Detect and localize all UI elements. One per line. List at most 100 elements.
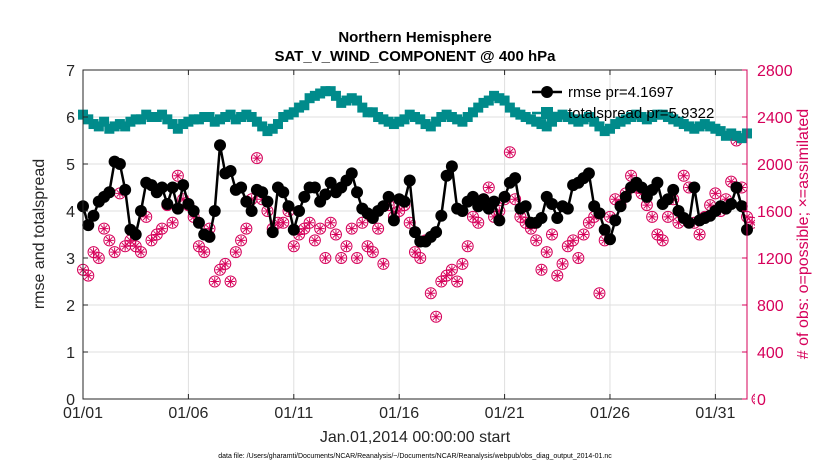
totalspread-point bbox=[141, 109, 152, 120]
rmse-point bbox=[277, 186, 290, 199]
rmse-point bbox=[561, 202, 574, 215]
y-tick-label-right: 2000 bbox=[757, 157, 793, 174]
rmse-point bbox=[187, 205, 200, 217]
totalspread-point bbox=[626, 112, 637, 122]
rmse-point bbox=[398, 195, 411, 208]
rmse-point bbox=[261, 195, 274, 208]
totalspread-point bbox=[673, 116, 684, 127]
totalspread-point bbox=[230, 114, 241, 125]
rmse-point bbox=[688, 181, 701, 194]
obs-point bbox=[345, 222, 358, 235]
obs-point bbox=[171, 169, 184, 182]
obs-point bbox=[656, 234, 669, 247]
rmse-point bbox=[635, 181, 648, 194]
obs-point bbox=[340, 240, 353, 253]
totalspread-point bbox=[93, 121, 104, 132]
y-tick-label-left: 2 bbox=[66, 298, 75, 315]
totalspread-point bbox=[415, 114, 426, 125]
rmse-point bbox=[82, 219, 95, 232]
obs-point bbox=[445, 263, 458, 276]
totalspread-point bbox=[209, 116, 220, 127]
rmse-point bbox=[603, 233, 616, 246]
y-axis-label-right: # of obs: o=possible; ×=assimilated bbox=[795, 109, 812, 359]
totalspread-point bbox=[652, 109, 663, 120]
totalspread-point bbox=[689, 123, 700, 134]
obs-point bbox=[319, 252, 332, 264]
totalspread-point bbox=[457, 116, 468, 127]
totalspread-point bbox=[425, 121, 436, 132]
x-tick-label: 01/31 bbox=[695, 405, 735, 422]
obs-point bbox=[414, 252, 427, 264]
legend-rmse-label: rmse pr=4.1697 bbox=[568, 84, 673, 101]
obs-point bbox=[430, 310, 443, 323]
y-tick-label-right: 400 bbox=[757, 345, 784, 362]
y-tick-label-right: 0 bbox=[757, 392, 766, 409]
rmse-point bbox=[345, 167, 358, 180]
totalspread-point bbox=[272, 119, 283, 130]
totalspread-point bbox=[309, 90, 320, 101]
totalspread-point bbox=[536, 119, 547, 130]
rmse-point bbox=[582, 167, 595, 180]
x-tick-label: 01/16 bbox=[379, 405, 419, 422]
obs-point bbox=[277, 216, 290, 229]
rmse-point bbox=[498, 190, 511, 203]
footnote: data file: /Users/gharamti/Documents/NCA… bbox=[218, 453, 612, 460]
obs-point bbox=[98, 222, 111, 235]
rmse-point bbox=[224, 165, 237, 178]
totalspread-point bbox=[715, 126, 726, 137]
rmse-point bbox=[208, 205, 221, 217]
totalspread-point bbox=[594, 121, 605, 132]
obs-point bbox=[582, 216, 595, 229]
rmse-point bbox=[129, 228, 142, 241]
y-tick-label-left: 0 bbox=[66, 392, 75, 409]
rmse-point bbox=[403, 174, 416, 187]
totalspread-point bbox=[720, 130, 731, 141]
obs-point bbox=[335, 252, 348, 264]
obs-point bbox=[287, 240, 300, 253]
totalspread-point bbox=[114, 119, 125, 130]
obs-point bbox=[472, 216, 485, 229]
rmse-point bbox=[735, 200, 748, 213]
obs-point bbox=[503, 146, 516, 159]
rmse-point bbox=[266, 226, 279, 239]
totalspread-point bbox=[157, 109, 168, 120]
totalspread-point bbox=[489, 90, 500, 101]
totalspread-point bbox=[467, 107, 478, 118]
obs-point bbox=[677, 169, 690, 182]
chart-subtitle: SAT_V_WIND_COMPONENT @ 400 hPa bbox=[274, 48, 556, 65]
rmse-point bbox=[177, 179, 190, 192]
obs-point bbox=[314, 222, 327, 235]
totalspread-point bbox=[441, 109, 452, 120]
totalspread-point bbox=[705, 121, 716, 132]
totalspread-point bbox=[462, 112, 473, 122]
x-axis-label: Jan.01,2014 00:00:00 start bbox=[320, 429, 511, 446]
rmse-point bbox=[192, 216, 205, 229]
totalspread-point bbox=[352, 95, 363, 106]
rmse-point bbox=[477, 193, 490, 206]
totalspread-point bbox=[220, 112, 231, 122]
totalspread-point bbox=[710, 123, 721, 134]
totalspread-point bbox=[183, 116, 194, 127]
totalspread-point bbox=[288, 107, 299, 118]
y-tick-label-right: 2800 bbox=[757, 63, 793, 80]
totalspread-point bbox=[610, 119, 621, 130]
obs-point bbox=[240, 222, 253, 235]
rmse-point bbox=[377, 200, 390, 213]
totalspread-point bbox=[557, 109, 568, 120]
obs-point bbox=[451, 275, 464, 288]
y-tick-label-left: 1 bbox=[66, 345, 75, 362]
totalspread-point bbox=[225, 109, 236, 120]
rmse-point bbox=[598, 223, 611, 236]
obs-point bbox=[424, 287, 437, 300]
totalspread-point bbox=[647, 112, 658, 122]
rmse-point bbox=[298, 190, 311, 203]
totalspread-point bbox=[88, 119, 99, 130]
obs-point bbox=[693, 228, 706, 241]
obs-point bbox=[661, 210, 674, 223]
rmse-point bbox=[435, 209, 448, 222]
totalspread-point bbox=[320, 86, 331, 97]
totalspread-point bbox=[525, 114, 536, 125]
rmse-point bbox=[293, 205, 306, 217]
totalspread-point bbox=[357, 102, 368, 113]
rmse-point bbox=[161, 197, 174, 210]
